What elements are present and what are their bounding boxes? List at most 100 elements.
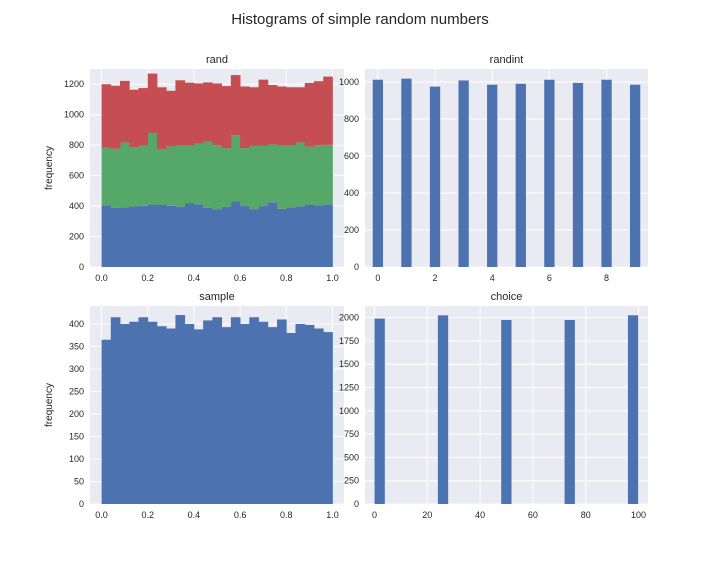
histogram-bar (175, 206, 186, 267)
histogram-bar (323, 76, 333, 145)
histogram-bar (110, 85, 121, 149)
histogram-bar (212, 317, 223, 504)
histogram-bar (544, 79, 555, 267)
histogram-bar (110, 148, 121, 208)
histogram-bar (267, 327, 278, 504)
histogram-bar (129, 147, 139, 207)
y-axis-label: frequency (44, 146, 55, 190)
histogram-bar (374, 318, 385, 504)
plot-area (365, 69, 648, 267)
histogram-bar (501, 319, 512, 504)
y-tick-label: 1000 (339, 406, 359, 416)
histogram-bar (120, 142, 130, 208)
histogram-bar (304, 204, 315, 267)
histogram-bar (258, 79, 269, 146)
y-tick-label: 300 (69, 364, 84, 374)
histogram-bar (156, 87, 167, 149)
histogram-bar (101, 147, 112, 206)
x-tick-label: 8 (604, 273, 609, 283)
x-tick-label: 0.4 (188, 510, 201, 520)
y-tick-label: 0 (79, 262, 84, 272)
y-tick-label: 1200 (64, 79, 84, 89)
y-tick-label: 800 (69, 140, 84, 150)
x-tick-label: 2 (433, 273, 438, 283)
histogram-bar (221, 327, 232, 504)
x-tick-label: 0.8 (280, 273, 293, 283)
histogram-bar (193, 83, 204, 144)
histogram-bar (240, 206, 250, 267)
histogram-bar (304, 324, 315, 504)
histogram-bar (295, 206, 306, 267)
histogram-bar (286, 87, 296, 146)
histogram-bar (138, 145, 149, 206)
histogram-bar (286, 333, 296, 504)
histogram-bar (372, 79, 384, 267)
subplot-title: randint (490, 54, 524, 66)
histogram-bar (295, 324, 306, 504)
y-tick-label: 500 (344, 452, 359, 462)
histogram-bar (212, 83, 223, 146)
x-tick-label: 40 (475, 510, 485, 520)
x-tick-label: 4 (490, 273, 495, 283)
subplot-title: sample (199, 291, 234, 303)
histogram-bar (138, 88, 149, 146)
subplot-sample: 0 50 100 150 200 250 300 350 400 0.0 0.2 0.4 0.6 0.8 1… (44, 291, 344, 520)
histogram-bar (175, 80, 186, 146)
y-tick-label: 1750 (339, 336, 359, 346)
histogram-bar (313, 145, 324, 206)
x-tick-label: 20 (422, 510, 432, 520)
histogram-bar (277, 86, 287, 146)
figure-title: Histograms of simple random numbers (231, 11, 489, 28)
y-tick-label: 100 (69, 454, 84, 464)
histogram-bar (101, 84, 112, 148)
histogram-bar (487, 84, 498, 267)
histogram-bar (304, 146, 315, 205)
histogram-bar (515, 83, 526, 267)
histogram-bar (175, 145, 186, 207)
histogram-bar (313, 205, 324, 267)
histogram-bar (323, 204, 333, 267)
histogram-bar (249, 87, 259, 146)
histogram-bar (572, 82, 584, 267)
subplot-randint: 0 200 400 600 800 1000 0 2 4 6 8 randint (339, 54, 648, 283)
y-tick-label: 1250 (339, 383, 359, 393)
histogram-bar (267, 202, 278, 267)
y-tick-label: 200 (69, 232, 84, 242)
x-tick-label: 80 (581, 510, 591, 520)
x-tick-label: 0.6 (234, 510, 247, 520)
y-tick-label: 400 (69, 319, 84, 329)
histogram-bar (295, 142, 306, 207)
histogram-bar (286, 207, 296, 267)
histogram-bar (286, 145, 296, 208)
histogram-bar (184, 82, 195, 146)
histogram-bar (120, 80, 130, 143)
histogram-bar (193, 329, 204, 504)
histogram-bar (240, 86, 250, 149)
y-tick-label: 0 (354, 499, 359, 509)
y-tick-label: 600 (69, 171, 84, 181)
histogram-bar (129, 321, 139, 504)
x-tick-label: 1.0 (326, 510, 339, 520)
histogram-bar (429, 86, 441, 267)
histogram-bar (240, 148, 250, 207)
histogram-bar (221, 86, 232, 149)
y-tick-label: 1500 (339, 359, 359, 369)
y-tick-label: 400 (344, 188, 359, 198)
histogram-bar (138, 205, 149, 267)
y-axis-label: frequency (44, 383, 55, 427)
histogram-bar (230, 317, 241, 504)
histogram-bar (221, 148, 232, 207)
histogram-bar (101, 205, 112, 267)
histogram-bar (110, 317, 121, 504)
histogram-bar (147, 321, 158, 504)
y-tick-label: 800 (344, 114, 359, 124)
y-tick-label: 200 (69, 409, 84, 419)
histogram-bar (129, 89, 139, 148)
y-tick-label: 0 (354, 262, 359, 272)
histogram-bar (277, 145, 287, 209)
histogram-bar (258, 321, 269, 504)
histogram-bar (627, 315, 639, 504)
histogram-bar (184, 324, 195, 504)
histogram-bar (240, 324, 250, 504)
